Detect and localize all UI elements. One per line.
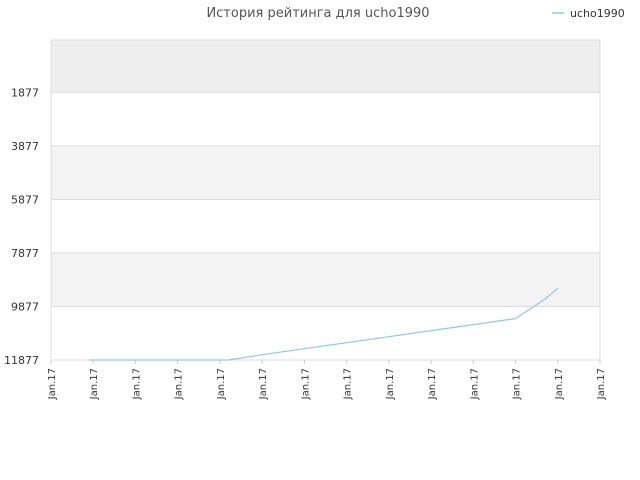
chart-title: История рейтинга для ucho1990 — [206, 6, 429, 21]
y-tick-label: 7877 — [11, 247, 39, 260]
x-tick-label: Jan.17 — [596, 368, 607, 400]
y-tick-label: 1877 — [11, 86, 39, 99]
x-tick-label: Jan.17 — [427, 368, 438, 400]
series-line — [89, 287, 559, 361]
x-tick-label: Jan.17 — [385, 368, 396, 400]
background-band — [51, 199, 600, 253]
x-axis-ticks: Jan.17 Jan.17 Jan.17 Jan.17 Jan.17 Jan.17 Jan.… — [47, 360, 607, 400]
legend-label: ucho1990 — [570, 7, 625, 20]
y-tick-label: 3877 — [11, 140, 39, 153]
legend: ucho1990 — [552, 7, 625, 20]
x-tick-label: Jan.17 — [131, 368, 142, 400]
x-tick-label: Jan.17 — [512, 368, 523, 400]
background-band — [51, 92, 600, 146]
x-tick-label: Jan.17 — [216, 368, 227, 400]
plot-frame — [50, 39, 601, 361]
background-bands — [51, 40, 600, 360]
y-tick-label: 9877 — [11, 300, 39, 313]
background-band — [51, 306, 600, 360]
x-tick-label: Jan.17 — [343, 368, 354, 400]
x-tick-label: Jan.17 — [300, 368, 311, 400]
x-tick-label: Jan.17 — [174, 368, 185, 400]
x-tick-label: Jan.17 — [89, 368, 100, 400]
x-tick-label: Jan.17 — [47, 368, 58, 400]
background-band — [51, 145, 600, 200]
x-tick-label: Jan.17 — [258, 368, 269, 400]
background-band — [51, 252, 600, 307]
x-tick-label: Jan.17 — [469, 368, 480, 400]
y-axis-ticks: 1877 3877 5877 7877 9877 11877 — [4, 86, 39, 367]
x-tick-label: Jan.17 — [554, 368, 565, 400]
series-layer — [89, 287, 559, 361]
background-band — [51, 40, 600, 93]
y-tick-label: 5877 — [11, 193, 39, 206]
y-tick-label: 11877 — [4, 354, 39, 367]
